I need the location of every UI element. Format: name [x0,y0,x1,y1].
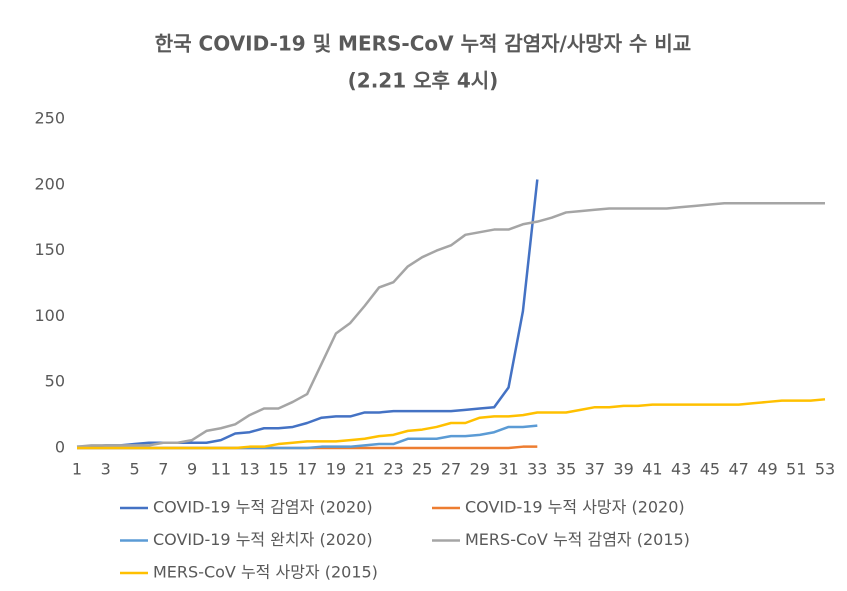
legend-label: COVID-19 누적 사망자 (2020) [465,498,685,517]
chart-title: 한국 COVID-19 및 MERS-CoV 누적 감염자/사망자 수 비교 [155,32,691,56]
x-tick-label: 19 [326,460,346,479]
x-tick-label: 49 [757,460,777,479]
x-tick-label: 37 [585,460,605,479]
x-tick-label: 41 [642,460,662,479]
x-tick-label: 7 [158,460,168,479]
x-tick-label: 53 [815,460,835,479]
x-tick-label: 23 [383,460,403,479]
legend-label: MERS-CoV 누적 감염자 (2015) [465,530,690,549]
x-tick-label: 1 [72,460,82,479]
x-tick-label: 45 [700,460,720,479]
legend-label: COVID-19 누적 감염자 (2020) [153,498,373,517]
x-tick-label: 33 [527,460,547,479]
x-tick-label: 21 [355,460,375,479]
x-tick-label: 43 [671,460,691,479]
y-tick-label: 50 [45,372,65,391]
x-tick-label: 3 [101,460,111,479]
y-tick-label: 150 [34,240,65,259]
series-line [77,398,826,450]
y-tick-label: 200 [34,174,65,193]
y-tick-label: 100 [34,306,65,325]
legend-label: MERS-CoV 누적 사망자 (2015) [153,563,378,582]
x-tick-label: 51 [786,460,806,479]
x-tick-label: 47 [729,460,749,479]
legend-label: COVID-19 누적 완치자 (2020) [153,530,373,549]
series-line [76,201,825,448]
x-tick-label: 35 [556,460,576,479]
x-tick-label: 25 [412,460,432,479]
y-tick-label: 0 [55,438,65,457]
x-tick-label: 9 [187,460,197,479]
x-tick-label: 17 [297,460,317,479]
x-tick-label: 29 [470,460,490,479]
series-line [77,179,539,448]
x-tick-label: 13 [239,460,259,479]
chart-subtitle: (2.21 오후 4시) [348,69,499,93]
x-tick-label: 31 [498,460,518,479]
x-tick-label: 39 [613,460,633,479]
x-tick-label: 5 [129,460,139,479]
x-tick-label: 27 [441,460,461,479]
y-tick-label: 250 [34,109,65,128]
x-tick-label: 11 [211,460,231,479]
x-tick-label: 15 [268,460,288,479]
